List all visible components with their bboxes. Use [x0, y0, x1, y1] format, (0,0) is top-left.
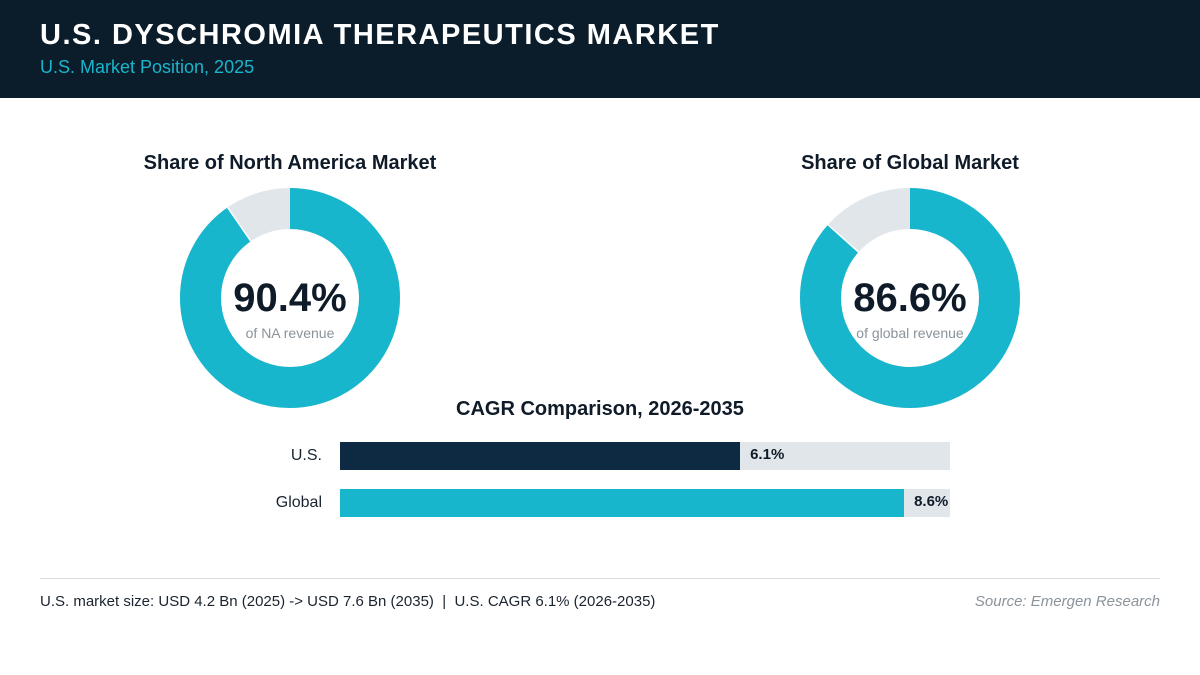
donut-ring	[800, 188, 1020, 408]
donut-wrap: 86.6% of global revenue	[800, 188, 1020, 408]
header-banner: U.S. DYSCHROMIA THERAPEUTICS MARKET U.S.…	[0, 0, 1200, 98]
donut-chart-north-america: Share of North America Market 90.4% of N…	[100, 148, 480, 408]
bar-track: 6.1%	[340, 442, 950, 470]
donut-sublabel: of global revenue	[856, 325, 964, 341]
donut-title: Share of Global Market	[801, 152, 1019, 174]
bar-category-label: Global	[275, 494, 322, 511]
bar-track: 8.6%	[340, 489, 950, 517]
donut-ring	[180, 188, 400, 408]
footer-divider	[40, 578, 1160, 579]
page-subtitle: U.S. Market Position, 2025	[40, 57, 255, 77]
donut-sublabel: of NA revenue	[245, 325, 335, 341]
bar-us	[340, 442, 741, 470]
bar-row-global: Global 8.6%	[0, 489, 1200, 517]
bar-value-label: 8.6%	[914, 493, 949, 510]
footer-note: U.S. market size: USD 4.2 Bn (2025) -> U…	[40, 593, 656, 610]
donut-value: 86.6%	[853, 276, 967, 320]
footer-source: Source: Emergen Research	[974, 593, 1160, 610]
cagr-chart-title: CAGR Comparison, 2026-2035	[456, 398, 744, 420]
donut-slice-separator	[226, 206, 252, 242]
donut-chart-global: Share of Global Market 86.6% of global r…	[720, 148, 1100, 408]
donut-wrap: 90.4% of NA revenue	[180, 188, 400, 408]
donut-share-slice	[800, 188, 1020, 408]
bar-value-label: 6.1%	[750, 446, 785, 463]
bar-row-us: U.S. 6.1%	[0, 442, 1200, 470]
donut-title: Share of North America Market	[143, 152, 437, 174]
donut-share-slice	[180, 188, 400, 408]
bar-global	[340, 489, 905, 517]
donut-slice-separator	[827, 224, 860, 253]
bar-category-label: U.S.	[290, 447, 322, 464]
page-title: U.S. DYSCHROMIA THERAPEUTICS MARKET	[40, 19, 720, 51]
donut-value: 90.4%	[233, 276, 347, 320]
